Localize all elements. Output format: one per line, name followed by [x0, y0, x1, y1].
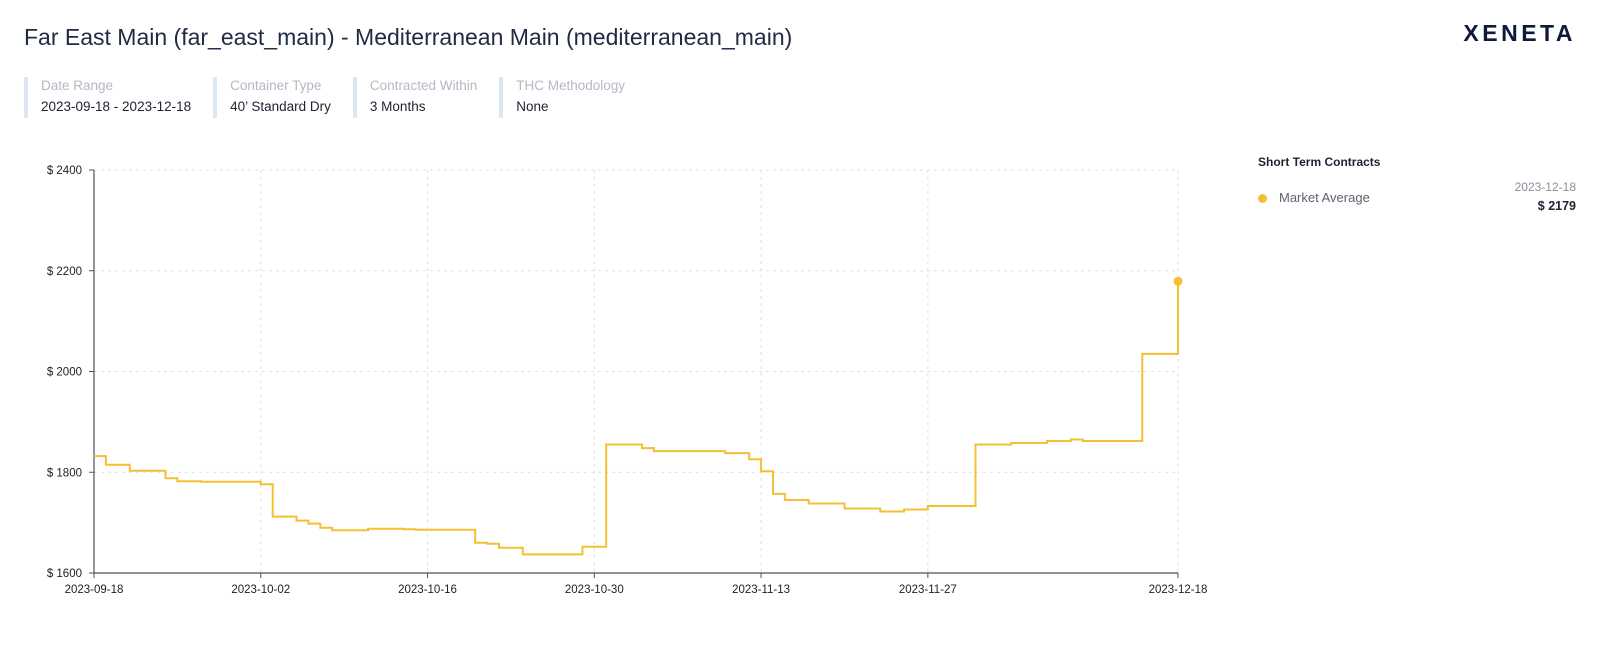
x-tick-label: 2023-11-13	[732, 584, 790, 596]
filter-value: 3 Months	[369, 99, 426, 114]
filter-label: Contracted Within	[369, 78, 478, 93]
filter-label: Container Type	[230, 78, 322, 93]
x-tick-label: 2023-10-02	[231, 584, 290, 596]
filter-thc-methodology[interactable]: THC Methodology None	[499, 77, 625, 118]
x-tick-label: 2023-09-18	[65, 584, 124, 596]
filter-date-range[interactable]: Date Range 2023-09-18 - 2023-12-18	[24, 77, 191, 118]
y-tick-label: $ 2000	[47, 367, 82, 379]
series-end-point	[1173, 276, 1183, 286]
xeneta-logo: XENETA	[1463, 20, 1576, 46]
legend-latest-date: 2023-12-18	[1514, 180, 1576, 194]
legend-title: Short Term Contracts	[1258, 155, 1381, 169]
legend-latest-value: $ 2179	[1537, 199, 1576, 213]
legend-dot-icon	[1258, 194, 1267, 203]
x-tick-label: 2023-12-18	[1149, 584, 1208, 596]
y-tick-label: $ 2400	[47, 165, 82, 177]
filter-contracted-within[interactable]: Contracted Within 3 Months	[352, 77, 478, 118]
y-tick-label: $ 1800	[47, 467, 82, 479]
filter-container-type[interactable]: Container Type 40’ Standard Dry	[213, 77, 331, 118]
filter-bar: Date Range 2023-09-18 - 2023-12-18 Conta…	[24, 77, 647, 118]
x-tick-label: 2023-11-27	[899, 584, 957, 596]
filter-value: 40’ Standard Dry	[230, 99, 331, 114]
legend-item-market-average[interactable]: Market Average 2023-12-18 $ 2179	[1258, 180, 1576, 222]
y-tick-label: $ 2200	[47, 266, 82, 278]
filter-label: Date Range	[41, 78, 114, 93]
chart-legend: Short Term Contracts Market Average 2023…	[1258, 155, 1576, 222]
filter-label: THC Methodology	[516, 78, 626, 93]
x-tick-label: 2023-10-30	[565, 584, 624, 596]
filter-value: 2023-09-18 - 2023-12-18	[41, 99, 192, 114]
page-title: Far East Main (far_east_main) - Mediterr…	[24, 24, 793, 50]
series-line-market-average	[94, 281, 1179, 556]
filter-value: None	[516, 99, 549, 114]
legend-series-name: Market Average	[1279, 190, 1370, 205]
x-tick-label: 2023-10-16	[398, 584, 457, 596]
price-chart[interactable]: $ 1600 $ 1800 $ 2000 $ 2200 $ 2400 2023-09-18…	[0, 150, 1230, 620]
y-tick-label: $ 1600	[47, 568, 82, 580]
